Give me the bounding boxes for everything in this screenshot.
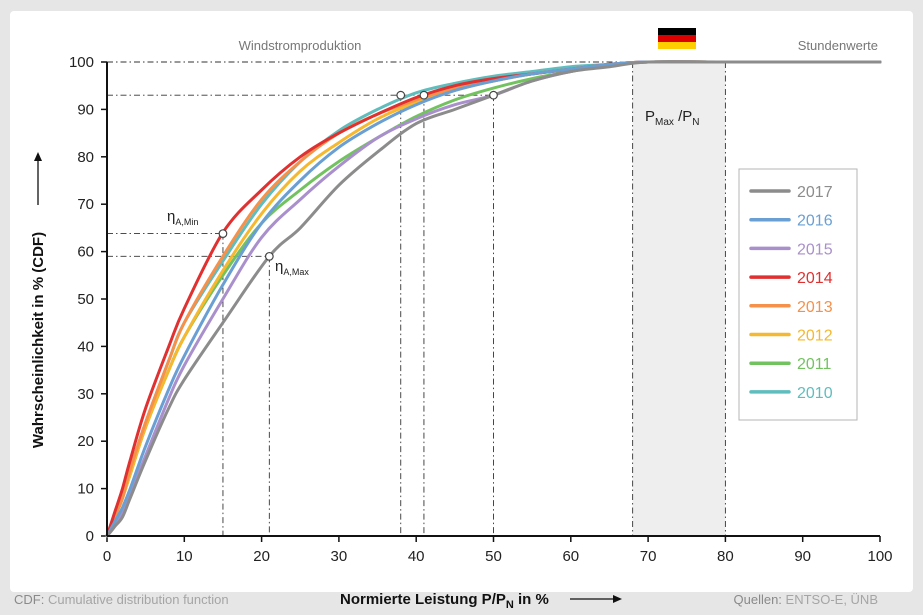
y-tick-label: 80 — [77, 149, 94, 166]
marker-point — [218, 229, 228, 238]
legend-label-2011: 2011 — [797, 356, 832, 373]
svg-text:Normierte Leistung P/PN in %: Normierte Leistung P/PN in % — [340, 591, 549, 611]
y-tick-label: 30 — [77, 386, 94, 403]
legend-label-2013: 2013 — [797, 299, 833, 316]
x-tick-label: 80 — [717, 548, 734, 565]
x-tick-label: 20 — [253, 548, 270, 565]
legend-label-2012: 2012 — [797, 328, 833, 345]
x-tick-label: 60 — [562, 548, 579, 565]
markers — [218, 90, 498, 261]
x-tick-label: 10 — [176, 548, 193, 565]
y-tick-label: 60 — [77, 244, 94, 261]
legend-label-2014: 2014 — [797, 270, 833, 287]
x-tick-label: 50 — [485, 548, 502, 565]
svg-text:Wahrscheinlichkeit in % (CDF): Wahrscheinlichkeit in % (CDF) — [30, 232, 47, 448]
y-axis-label: Wahrscheinlichkeit in % (CDF) — [30, 152, 47, 448]
y-tick-label: 0 — [86, 528, 94, 545]
footer-left: CDF: Cumulative distribution function — [14, 592, 229, 607]
legend-label-2015: 2015 — [797, 241, 833, 258]
chart-title-right: Stundenwerte — [798, 38, 878, 53]
germany-flag-icon — [658, 28, 696, 49]
y-tick-label: 50 — [77, 291, 94, 308]
series-lines — [105, 60, 882, 538]
y-tick-label: 40 — [77, 338, 94, 355]
x-tick-label: 0 — [103, 548, 111, 565]
y-tick-label: 10 — [77, 481, 94, 498]
pmax-band-label: PMax /PN — [645, 108, 700, 128]
marker-point — [489, 90, 498, 100]
legend-box — [738, 168, 858, 421]
y-tick-label: 20 — [77, 433, 94, 450]
footer-right: Quellen: ENTSO-E, ÜNB — [734, 592, 879, 607]
series-line-2017 — [105, 60, 882, 538]
y-tick-label: 70 — [77, 196, 94, 213]
marker-point — [264, 251, 274, 261]
x-tick-label: 100 — [867, 548, 892, 565]
x-tick-label: 40 — [408, 548, 425, 565]
legend-label-2010: 2010 — [797, 385, 833, 402]
x-tick-labels: 0 10 20 30 40 50 60 70 80 90 100 — [103, 536, 893, 565]
eta-max-label: ηA,Max — [275, 258, 309, 277]
legend: 2017 2016 2015 2014 2013 2012 2011 2010 — [738, 168, 858, 421]
x-axis-label: Normierte Leistung P/PN in % — [340, 591, 622, 611]
legend-label-2016: 2016 — [797, 213, 833, 230]
x-tick-label: 30 — [331, 548, 348, 565]
y-tick-label: 100 — [69, 54, 94, 71]
x-tick-label: 70 — [640, 548, 657, 565]
marker-point — [396, 90, 406, 100]
y-tick-labels: 0 10 20 30 40 50 60 70 80 90 100 — [69, 54, 107, 545]
series-line-2016 — [105, 60, 882, 538]
pmax-band — [632, 62, 726, 536]
legend-label-2017: 2017 — [797, 184, 833, 201]
x-tick-label: 90 — [794, 548, 811, 565]
chart-title-left: Windstromproduktion — [239, 38, 362, 53]
marker-point — [419, 90, 429, 100]
y-tick-label: 90 — [77, 101, 94, 118]
eta-min-label: ηA,Min — [167, 208, 198, 227]
